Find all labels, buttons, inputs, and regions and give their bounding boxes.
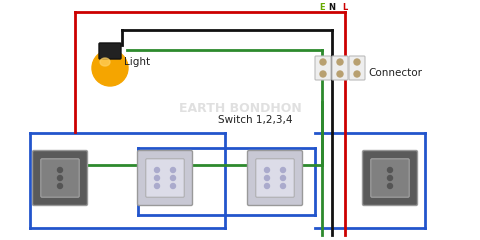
Circle shape — [58, 168, 62, 173]
FancyBboxPatch shape — [256, 159, 294, 197]
Text: Light: Light — [124, 57, 150, 67]
Circle shape — [337, 71, 343, 77]
FancyBboxPatch shape — [349, 56, 365, 80]
Text: Switch 1,2,3,4: Switch 1,2,3,4 — [218, 115, 292, 125]
Circle shape — [354, 59, 360, 65]
Circle shape — [155, 184, 159, 188]
Ellipse shape — [100, 58, 110, 66]
Circle shape — [264, 175, 269, 180]
Circle shape — [155, 168, 159, 173]
Circle shape — [387, 184, 393, 188]
Circle shape — [155, 175, 159, 180]
Circle shape — [170, 175, 176, 180]
FancyBboxPatch shape — [332, 56, 348, 80]
FancyBboxPatch shape — [315, 56, 331, 80]
Circle shape — [354, 71, 360, 77]
Circle shape — [58, 175, 62, 180]
FancyBboxPatch shape — [41, 159, 79, 197]
Circle shape — [264, 168, 269, 173]
Circle shape — [337, 59, 343, 65]
Circle shape — [387, 168, 393, 173]
Circle shape — [280, 168, 286, 173]
FancyBboxPatch shape — [362, 150, 418, 205]
FancyBboxPatch shape — [146, 159, 184, 197]
Circle shape — [320, 59, 326, 65]
FancyBboxPatch shape — [371, 159, 409, 197]
Text: Connector: Connector — [368, 68, 422, 78]
Text: L: L — [342, 4, 348, 12]
Circle shape — [170, 168, 176, 173]
FancyBboxPatch shape — [137, 150, 192, 205]
FancyBboxPatch shape — [33, 150, 87, 205]
Circle shape — [170, 184, 176, 188]
Text: E: E — [319, 4, 325, 12]
Circle shape — [280, 175, 286, 180]
FancyBboxPatch shape — [248, 150, 302, 205]
Circle shape — [264, 184, 269, 188]
Circle shape — [280, 184, 286, 188]
Text: EARTH BONDHON: EARTH BONDHON — [179, 102, 301, 114]
Circle shape — [58, 184, 62, 188]
Circle shape — [320, 71, 326, 77]
Circle shape — [387, 175, 393, 180]
Text: N: N — [328, 4, 336, 12]
Circle shape — [92, 50, 128, 86]
FancyBboxPatch shape — [99, 43, 121, 59]
